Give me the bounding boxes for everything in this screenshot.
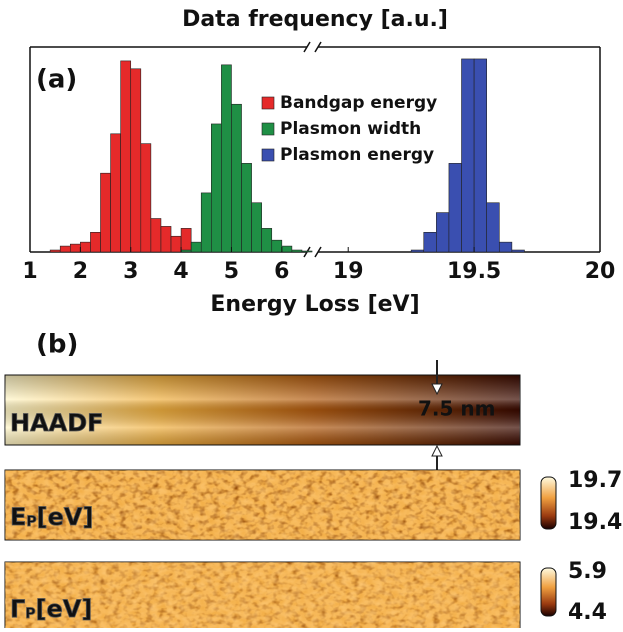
axis-break [314, 41, 322, 53]
histogram-bar [448, 163, 462, 253]
histogram-bar [120, 60, 132, 253]
histogram-bar [211, 123, 222, 253]
histogram-bar [140, 143, 152, 253]
scale-arrowhead [431, 444, 443, 457]
gp-texture [5, 562, 520, 632]
x-tick-label: 1 [22, 259, 37, 284]
histogram-bar [130, 68, 142, 253]
colorbar-max: 19.7 [568, 468, 622, 493]
histogram-bar [461, 58, 475, 253]
histogram-bar [90, 232, 101, 253]
histogram-bar [423, 232, 437, 253]
histogram-bar [180, 249, 192, 253]
histogram-bar [251, 202, 262, 253]
histogram-bar [150, 218, 162, 253]
x-tick-label: 5 [224, 259, 239, 284]
histogram-bar [281, 245, 293, 253]
legend-label: Bandgap energy [280, 93, 437, 113]
subscript: P [26, 514, 36, 530]
panel-label: (a) [36, 65, 77, 95]
histogram-bar [110, 133, 121, 253]
histogram-bar [486, 202, 500, 253]
x-tick-label: 2 [73, 259, 88, 284]
colorbar-min: 4.4 [568, 600, 607, 625]
x-axis-label: Energy Loss [eV] [210, 292, 419, 317]
ep-texture [5, 470, 520, 540]
histogram-bar [69, 243, 81, 253]
unit: [eV] [36, 595, 93, 623]
x-tick-label: 4 [173, 259, 188, 284]
histogram-bar [291, 249, 303, 253]
legend-label: Plasmon width [280, 119, 421, 139]
histogram-bar [190, 241, 202, 253]
x-tick-label: 19 [333, 259, 364, 284]
map-label: HAADF [10, 409, 104, 437]
symbol: E [10, 503, 26, 531]
x-tick-label: 6 [274, 259, 289, 284]
histogram-bar [100, 172, 111, 253]
legend-swatch [261, 148, 275, 162]
scale-label: 7.5 nm [418, 397, 495, 421]
histogram-bar [410, 249, 425, 253]
histogram-bar [170, 235, 182, 253]
legend-label: Plasmon energy [280, 145, 434, 165]
panel-label: (b) [36, 330, 78, 360]
chart-title: Data frequency [a.u.] [182, 7, 448, 32]
histogram-bar [49, 249, 61, 253]
legend-swatch [261, 122, 275, 136]
histogram-bar [261, 228, 273, 253]
legend-swatch [261, 96, 275, 110]
histogram-bar [473, 58, 487, 253]
x-tick-label: 3 [123, 259, 138, 284]
histogram-bar [180, 228, 192, 253]
histogram-bar [160, 226, 172, 253]
histogram-bar [59, 245, 71, 253]
x-tick-label: 20 [585, 259, 616, 284]
histogram-bar [498, 241, 513, 253]
symbol: Γ [10, 595, 25, 623]
histogram-bar [231, 103, 242, 253]
colorbar-min: 19.4 [568, 510, 622, 535]
x-tick-label: 19.5 [447, 259, 501, 284]
histogram-bar [301, 250, 313, 253]
histogram-bar [271, 239, 283, 253]
histogram-bar [80, 241, 91, 253]
colorbar-max: 5.9 [568, 559, 607, 584]
map-label: ΓP[eV] [10, 595, 92, 623]
unit: [eV] [37, 503, 94, 531]
histogram-bar [436, 212, 450, 253]
colorbar [540, 567, 557, 617]
colorbar [540, 476, 557, 530]
axis-break [314, 246, 322, 258]
scale-arrowhead [431, 383, 443, 396]
histogram-bar [200, 192, 212, 253]
histogram-bar [511, 249, 525, 253]
axis-break [303, 41, 311, 53]
map-label: EP[eV] [10, 503, 93, 531]
histogram-bar [241, 163, 252, 253]
histogram-bar [221, 64, 232, 253]
subscript: P [25, 606, 35, 622]
